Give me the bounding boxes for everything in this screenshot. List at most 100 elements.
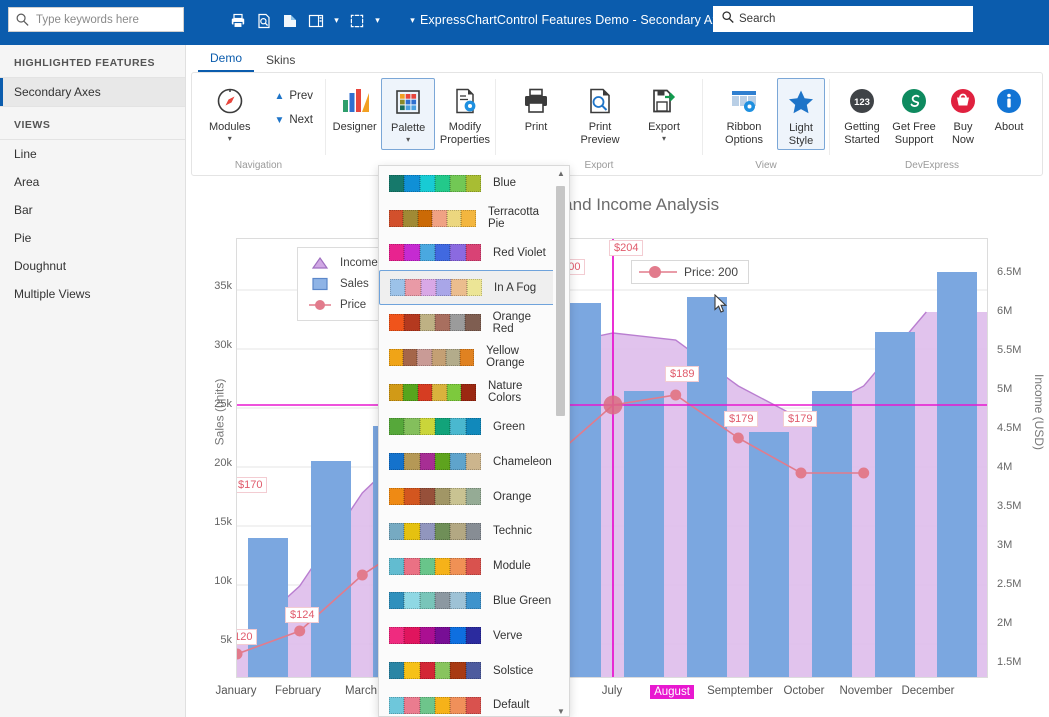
palette-list[interactable]: Blue Terracotta Pie Red Violet In A Fog Oran… [379,166,555,716]
price-data-label: $189 [665,366,700,382]
palette-item-red-violet[interactable]: Red Violet [379,236,555,271]
window-title: ExpressChartControl Features Demo - Seco… [420,13,770,27]
palette-item-chameleon[interactable]: Chameleon [379,444,555,479]
palette-item-verve[interactable]: Verve [379,618,555,653]
tab-demo[interactable]: Demo [198,48,255,72]
ribbon-group-export: Print Print Preview Export ▾ Export [496,73,702,175]
customize-qat-icon[interactable]: ▾ [410,15,415,25]
modules-label: Modules [208,121,251,133]
legend-item-income: Income [308,255,378,271]
palette-item-label: Verve [493,629,523,642]
search-input[interactable]: Search [713,6,973,32]
palette-item-blue[interactable]: Blue [379,166,555,201]
print-icon[interactable] [225,9,251,33]
palette-scrollbar[interactable]: ▲ ▼ [553,166,569,716]
compass-icon [216,84,244,118]
palette-dropdown[interactable]: Blue Terracotta Pie Red Violet In A Fog Oran… [378,165,570,717]
scroll-down-arrow-icon[interactable]: ▼ [557,706,565,716]
modules-button[interactable]: Modules ▾ [198,78,261,150]
layout-icon[interactable] [303,9,329,33]
printer-icon [522,84,550,118]
y-tick-right: 6M [997,305,1013,317]
nav-small-buttons: ▲ Prev ▼ Next [262,78,325,128]
sidebar-item-multiple-views[interactable]: Multiple Views [14,287,91,301]
chevron-down-icon[interactable]: ▾ [661,134,666,143]
divider [0,139,185,140]
palette-item-solstice[interactable]: Solstice [379,653,555,688]
y-tick-right: 3M [997,539,1013,551]
prev-button[interactable]: ▲ Prev [268,88,319,104]
palette-item-default[interactable]: Default [379,688,555,716]
export-icon[interactable] [277,9,303,33]
keyword-search-placeholder: Type keywords here [36,13,139,26]
chart-plot-area[interactable]: Income Sales Price $120 $124 $170 $184 [236,238,988,678]
designer-icon [340,84,370,118]
legend-label: Sales [340,278,369,290]
export-button[interactable]: Export ▾ [632,78,696,150]
palette-item-nature-colors[interactable]: Nature Colors [379,375,555,410]
svg-text:123: 123 [854,97,870,108]
palette-item-technic[interactable]: Technic [379,514,555,549]
info-icon [996,84,1022,118]
palette-item-yellow-orange[interactable]: Yellow Orange [379,340,555,375]
chevron-down-icon-2[interactable]: ▾ [375,15,380,25]
shape-icon[interactable] [344,9,370,33]
scrollbar-thumb[interactable] [556,186,565,416]
y-axis-label-right: Income (USD) [1031,373,1046,451]
palette-item-orange[interactable]: Orange [379,479,555,514]
sidebar-item-bar[interactable]: Bar [14,203,33,217]
palette-item-orange-red[interactable]: Orange Red [379,305,555,340]
palette-item-label: Orange Red [492,310,531,335]
print-preview-button[interactable]: Print Preview [568,78,632,150]
sidebar-item-line[interactable]: Line [14,147,37,161]
ribbon-group-label-export: Export [584,160,614,171]
search-icon [15,12,30,27]
palette-item-green[interactable]: Green [379,410,555,445]
about-button[interactable]: About [986,78,1032,150]
search-icon [721,10,735,29]
palette-item-label: In A Fog [494,281,537,294]
legend-item-sales: Sales [308,276,378,292]
palette-item-blue-green[interactable]: Blue Green [379,584,555,619]
modify-properties-button[interactable]: Modify Properties [435,78,495,150]
buy-now-button[interactable]: Buy Now [940,78,986,150]
y-tick-right: 2M [997,617,1013,629]
getting-started-button[interactable]: 123 Getting Started [836,78,888,150]
print-button[interactable]: Print [504,78,568,150]
next-label: Next [289,114,313,126]
palette-item-in-a-fog[interactable]: In A Fog [379,270,555,306]
scroll-up-arrow-icon[interactable]: ▲ [557,168,565,178]
y-tick-left: 30k [214,339,232,351]
next-button[interactable]: ▼ Next [268,112,319,128]
sidebar-item-secondary-axes[interactable]: Secondary Axes [0,78,185,106]
ribbon-group-navigation: Modules ▾ ▲ Prev ▼ Next Navigation [192,73,325,175]
light-style-button[interactable]: Light Style [777,78,825,150]
sidebar-item-pie[interactable]: Pie [14,231,32,245]
chevron-down-icon[interactable]: ▾ [334,15,339,25]
sidebar-item-area[interactable]: Area [14,175,40,189]
palette-item-terracotta-pie[interactable]: Terracotta Pie [379,201,555,236]
get-free-support-button[interactable]: Get Free Support [888,78,940,150]
ribbon-group-label-navigation: Navigation [234,160,283,171]
chevron-down-icon[interactable]: ▾ [227,134,232,143]
square-icon [312,277,328,291]
chevron-down-icon[interactable]: ▾ [406,135,411,144]
main-content: Sales and Income Analysis Sales (units) … [186,181,1049,717]
palette-button[interactable]: Palette ▾ [381,78,435,150]
crosshair-point [603,395,623,415]
palette-swatch [389,418,481,436]
sidebar-item-doughnut[interactable]: Doughnut [14,259,67,273]
print-preview-icon[interactable] [251,9,277,33]
palette-swatch [389,557,481,575]
divider [0,106,185,107]
tab-skins[interactable]: Skins [266,53,296,67]
price-data-label: $120 [237,629,258,645]
palette-item-module[interactable]: Module [379,549,555,584]
divider [495,79,496,155]
keyword-search-input[interactable]: Type keywords here [8,7,184,32]
designer-button[interactable]: Designer [328,78,381,150]
palette-swatch [389,662,481,680]
palette-label: Palette [391,122,426,134]
ribbon-options-button[interactable]: Ribbon Options [711,78,777,150]
palette-item-label: Blue Green [493,594,552,607]
